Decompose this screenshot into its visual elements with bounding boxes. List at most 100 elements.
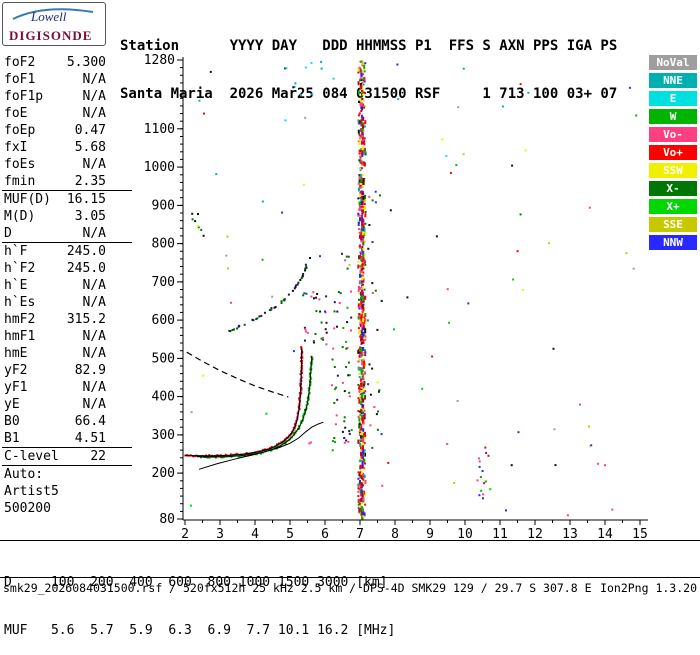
param-row-clevel: C-level 22: [2, 448, 132, 465]
param-value: N/A: [82, 157, 106, 172]
param-label: yF1: [4, 380, 28, 395]
param-value: 3.05: [74, 209, 106, 224]
param-label: foF1: [4, 72, 36, 87]
param-row-ye: yE N/A: [2, 396, 132, 413]
param-label: fxI: [4, 140, 28, 155]
param-group: h`F 245.0 h`F2 245.0 h`E N/A h`Es N/A hmF2 315.2 h…: [2, 242, 132, 447]
param-row-fof1p: foF1p N/A: [2, 88, 132, 105]
param-value: N/A: [82, 72, 106, 87]
param-value: N/A: [82, 106, 106, 121]
param-label: M(D): [4, 209, 36, 224]
param-value: N/A: [82, 397, 106, 412]
param-row-d: D N/A: [2, 225, 132, 242]
svg-text:200: 200: [152, 466, 175, 481]
logo-swoosh-icon: [12, 8, 94, 20]
svg-text:400: 400: [152, 390, 175, 405]
param-label: fmin: [4, 174, 36, 189]
svg-text:1000: 1000: [144, 160, 175, 175]
legend-item-x: X+: [649, 199, 697, 214]
param-row-artist5: Artist5: [2, 483, 132, 500]
param-group: MUF(D) 16.15 M(D) 3.05 D N/A: [2, 190, 132, 242]
param-label: foF2: [4, 55, 36, 70]
param-row-auto: Auto:: [2, 466, 132, 483]
param-label: h`E: [4, 278, 28, 293]
param-label: hmE: [4, 346, 28, 361]
param-value: N/A: [82, 278, 106, 293]
param-row-he: h`E N/A: [2, 277, 132, 294]
param-label: 500200: [4, 501, 51, 516]
param-row-hes: h`Es N/A: [2, 294, 132, 311]
separator-line-bottom: [0, 577, 700, 578]
param-group: C-level 22: [2, 447, 132, 465]
station-header: Station YYYY DAY DDD HHMMSS P1 FFS S AXN…: [120, 6, 617, 118]
legend-item-x: X-: [649, 181, 697, 196]
svg-text:80: 80: [159, 512, 175, 527]
svg-text:900: 900: [152, 198, 175, 213]
param-value: N/A: [82, 295, 106, 310]
muf-distance-table: D 100 200 400 600 800 1000 1500 3000 [km…: [4, 543, 395, 655]
param-value: 66.4: [74, 414, 106, 429]
param-label: B0: [4, 414, 20, 429]
param-label: h`Es: [4, 295, 36, 310]
param-label: yE: [4, 397, 20, 412]
param-row-hme: hmE N/A: [2, 345, 132, 362]
svg-text:300: 300: [152, 428, 175, 443]
status-bar-program-version: Ion2Png 1.3.20: [600, 581, 697, 595]
param-label: D: [4, 226, 12, 241]
param-label: hmF1: [4, 329, 36, 344]
param-label: foF1p: [4, 89, 44, 104]
param-group: foF2 5.300 foF1 N/A foF1p N/A foE N/A foEp 0.47 fx…: [2, 54, 132, 190]
muf-row: MUF 5.6 5.7 5.9 6.3 6.9 7.7 10.1 16.2 [M…: [4, 623, 396, 638]
overlay-lines: [184, 347, 324, 470]
legend-item-noval: NoVal: [649, 55, 697, 70]
param-value: 0.47: [74, 123, 106, 138]
legend-item-w: W: [649, 109, 697, 124]
scaled-parameters-panel: foF2 5.300 foF1 N/A foF1p N/A foE N/A foEp 0.47 fx…: [2, 54, 132, 517]
legend-item-vo: Vo+: [649, 145, 697, 160]
param-row-fof1: foF1 N/A: [2, 71, 132, 88]
distance-row: D 100 200 400 600 800 1000 1500 3000 [km…: [4, 575, 388, 590]
param-label: foEs: [4, 157, 36, 172]
legend-item-ssw: SSW: [649, 163, 697, 178]
param-value: 4.51: [74, 431, 106, 446]
param-row-mufd: MUF(D) 16.15: [2, 191, 132, 208]
param-row-foes: foEs N/A: [2, 156, 132, 173]
param-row-yf1: yF1 N/A: [2, 379, 132, 396]
param-label: foEp: [4, 123, 36, 138]
param-value: 5.300: [66, 55, 106, 70]
logo-text-lowell: Lowell: [31, 9, 67, 24]
legend-item-nne: NNE: [649, 73, 697, 88]
param-label: Auto:: [4, 467, 44, 482]
svg-text:700: 700: [152, 275, 175, 290]
param-row-fof2: foF2 5.300: [2, 54, 132, 71]
param-label: yF2: [4, 363, 28, 378]
param-row-fmin: fmin 2.35: [2, 173, 132, 190]
param-value: N/A: [82, 226, 106, 241]
param-value: 82.9: [74, 363, 106, 378]
svg-text:1100: 1100: [144, 122, 175, 137]
param-value: N/A: [82, 329, 106, 344]
legend-item-sse: SSE: [649, 217, 697, 232]
param-value: 2.35: [74, 174, 106, 189]
param-row-hf2: h`F2 245.0: [2, 260, 132, 277]
header-station-values: Santa Maria 2026 Mar25 084 031500 RSF 1 …: [120, 86, 618, 102]
svg-text:500: 500: [152, 351, 175, 366]
doppler-direction-legend: NoVal NNE E W Vo- Vo+ SSW X- X+ SSE NNW: [649, 55, 697, 253]
param-value: N/A: [82, 89, 106, 104]
param-value: 315.2: [66, 312, 106, 327]
param-value: N/A: [82, 380, 106, 395]
separator-line-top: [0, 540, 700, 541]
header-column-titles: Station YYYY DAY DDD HHMMSS P1 FFS S AXN…: [120, 38, 618, 54]
param-row-fxi: fxI 5.68: [2, 139, 132, 156]
param-row-hmf1: hmF1 N/A: [2, 328, 132, 345]
param-row-hmf2: hmF2 315.2: [2, 311, 132, 328]
param-row-b0: B0 66.4: [2, 413, 132, 430]
param-value: 5.68: [74, 140, 106, 155]
param-row-hf: h`F 245.0: [2, 243, 132, 260]
param-label: MUF(D): [4, 192, 51, 207]
param-row-md: M(D) 3.05: [2, 208, 132, 225]
param-label: hmF2: [4, 312, 36, 327]
param-value: 245.0: [66, 244, 106, 259]
param-label: h`F: [4, 244, 28, 259]
